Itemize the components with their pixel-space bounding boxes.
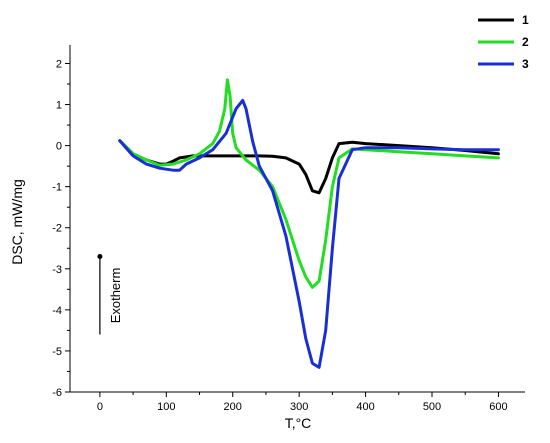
y-tick-label: -3 xyxy=(52,264,62,276)
y-tick-label: -2 xyxy=(52,223,62,235)
y-tick-label: 1 xyxy=(56,100,62,112)
series-line-2 xyxy=(118,78,500,289)
y-tick-label: -1 xyxy=(52,182,62,194)
series-line-1 xyxy=(118,139,500,195)
legend-label-2: 2 xyxy=(522,35,529,49)
y-tick-label: 0 xyxy=(56,141,62,153)
x-axis-label: T,°C xyxy=(285,415,312,431)
legend: 1 2 3 xyxy=(478,13,529,71)
x-tick-label: 500 xyxy=(423,401,441,413)
y-tick-label: -5 xyxy=(52,346,62,358)
exotherm-label: Exotherm xyxy=(108,268,123,324)
x-tick-label: 300 xyxy=(290,401,308,413)
exotherm-marker xyxy=(97,253,103,259)
legend-label-3: 3 xyxy=(522,57,529,71)
y-tick-label: -6 xyxy=(52,387,62,399)
y-axis-label: DSC, mW/mg xyxy=(9,179,25,265)
axes: 0 100 200 300 400 500 600 -6 -5 -4 -3 -2 -1 0 1 2 xyxy=(52,45,525,413)
series-lines xyxy=(118,78,500,369)
x-tick-label: 400 xyxy=(356,401,374,413)
exotherm-annotation: Exotherm xyxy=(97,253,123,335)
y-tick-label: 2 xyxy=(56,58,62,70)
x-tick-label: 200 xyxy=(224,401,242,413)
y-tick-label: -4 xyxy=(52,305,62,317)
series-line-3 xyxy=(118,98,500,369)
x-tick-label: 100 xyxy=(157,401,175,413)
x-tick-label: 600 xyxy=(489,401,507,413)
legend-label-1: 1 xyxy=(522,13,529,27)
x-tick-label: 0 xyxy=(97,401,103,413)
